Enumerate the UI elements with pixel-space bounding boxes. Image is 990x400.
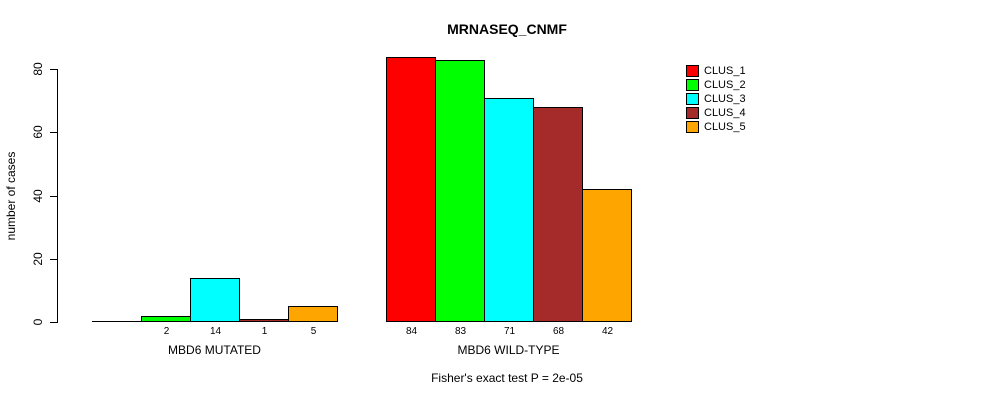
legend-label: CLUS_2: [704, 79, 746, 91]
legend-entry: CLUS_4: [686, 106, 746, 120]
bar-value-label: 1: [261, 326, 268, 337]
bar-clus_5-group2: [582, 189, 632, 322]
bar-value-label: 83: [454, 326, 467, 337]
bar-value-label: 71: [503, 326, 516, 337]
legend-entry: CLUS_1: [686, 64, 746, 78]
y-axis-tick: [50, 69, 58, 70]
x-axis-category-label: MBD6 MUTATED: [168, 343, 261, 357]
y-axis-tick: [50, 196, 58, 197]
bar-clus_2-group1: [141, 316, 191, 322]
legend-entry: CLUS_5: [686, 120, 746, 134]
bar-value-label: 84: [405, 326, 418, 337]
bar-value-label: 68: [552, 326, 565, 337]
fisher-test-annotation: Fisher's exact test P = 2e-05: [431, 371, 583, 385]
y-axis-tick-label: 60: [31, 125, 45, 139]
y-axis-tick: [50, 322, 58, 323]
y-axis-tick-label: 20: [31, 252, 45, 266]
y-axis-label: number of cases: [4, 151, 18, 241]
legend-swatch-clus_4: [686, 107, 699, 119]
bar-clus_3-group1: [190, 278, 240, 322]
bar-clus_1-group2: [386, 57, 436, 322]
legend-entry: CLUS_2: [686, 78, 746, 92]
legend-swatch-clus_3: [686, 93, 699, 105]
legend-label: CLUS_1: [704, 65, 746, 77]
legend-swatch-clus_5: [686, 121, 699, 133]
legend-label: CLUS_5: [704, 121, 746, 133]
chart-title: MRNASEQ_CNMF: [447, 21, 567, 37]
legend-swatch-clus_2: [686, 79, 699, 91]
bar-clus_3-group2: [484, 98, 534, 322]
x-axis-category-label: MBD6 WILD-TYPE: [457, 343, 560, 357]
y-axis-tick: [50, 259, 58, 260]
y-axis-tick-label: 40: [31, 189, 45, 203]
legend-entry: CLUS_3: [686, 92, 746, 106]
y-axis-tick: [50, 132, 58, 133]
y-axis-tick-label: 80: [31, 62, 45, 76]
bar-clus_2-group2: [435, 60, 485, 322]
bar-clus_4-group1: [239, 319, 289, 322]
bar-value-label: 2: [163, 326, 170, 337]
bar-clus_5-group1: [288, 306, 338, 322]
legend-swatch-clus_1: [686, 65, 699, 77]
y-axis-tick-label: 0: [31, 318, 45, 326]
bar-clus_4-group2: [533, 107, 583, 322]
bar-value-label: 14: [209, 326, 222, 337]
bar-value-label: 5: [310, 326, 317, 337]
bar-clus_1-group1: [92, 321, 142, 322]
legend-label: CLUS_4: [704, 107, 746, 119]
legend: CLUS_1 CLUS_2 CLUS_3 CLUS_4 CLUS_5: [686, 64, 746, 134]
legend-label: CLUS_3: [704, 93, 746, 105]
bar-value-label: 42: [601, 326, 614, 337]
